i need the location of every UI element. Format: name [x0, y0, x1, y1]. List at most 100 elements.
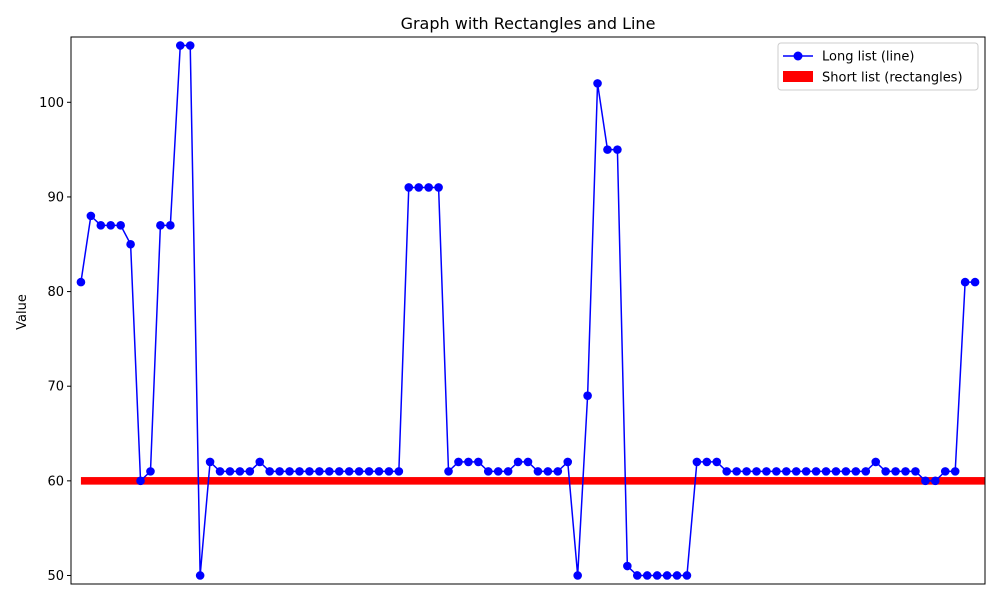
data-point	[414, 183, 424, 192]
data-point	[185, 41, 195, 50]
legend-rect-swatch	[783, 71, 813, 82]
data-point	[106, 221, 116, 230]
data-point	[424, 183, 433, 192]
data-point	[86, 211, 96, 221]
data-point	[503, 467, 513, 476]
data-point	[791, 467, 801, 476]
data-point	[493, 467, 503, 476]
data-point	[474, 457, 483, 467]
data-point	[583, 391, 592, 400]
data-point	[682, 571, 692, 580]
data-point	[851, 467, 861, 476]
data-point	[672, 571, 682, 580]
data-point	[354, 467, 364, 476]
data-point	[444, 467, 453, 476]
data-point	[782, 467, 791, 476]
data-point	[195, 571, 205, 580]
data-point	[275, 467, 284, 476]
legend-label-rectangles: Short list (rectangles)	[822, 71, 963, 86]
data-point	[722, 467, 731, 476]
data-point	[662, 571, 672, 580]
data-point	[692, 457, 702, 467]
data-point	[454, 457, 463, 467]
data-point	[225, 467, 235, 476]
data-point	[821, 467, 831, 476]
data-point	[265, 467, 274, 476]
data-point	[116, 221, 125, 230]
plot-frame	[70, 36, 986, 585]
data-point	[344, 467, 354, 476]
data-point	[861, 467, 871, 476]
data-point	[315, 467, 324, 476]
data-point	[871, 457, 881, 467]
data-point	[652, 571, 662, 580]
data-point	[642, 571, 652, 580]
data-point	[543, 467, 553, 476]
data-point	[523, 457, 533, 467]
data-point	[613, 145, 622, 154]
data-point	[801, 467, 811, 476]
data-point	[931, 476, 940, 486]
data-point	[126, 239, 135, 249]
data-point	[712, 457, 722, 467]
y-tick-label: 90	[47, 190, 64, 205]
data-point	[533, 467, 543, 476]
data-point	[364, 467, 374, 476]
data-point	[245, 467, 255, 476]
data-point	[96, 221, 106, 230]
data-point	[891, 467, 900, 476]
data-point	[394, 467, 404, 476]
data-point	[960, 277, 970, 287]
y-tick-label: 60	[47, 474, 64, 489]
data-point	[772, 467, 781, 476]
legend-box	[777, 42, 979, 91]
data-point	[146, 467, 155, 476]
data-point	[742, 467, 751, 476]
data-point	[166, 221, 175, 230]
data-point	[404, 183, 414, 192]
data-point	[553, 467, 563, 476]
y-axis-label: Value	[15, 294, 30, 330]
data-point	[295, 467, 304, 476]
rectangle-bar	[80, 477, 985, 485]
y-axis-ticks: 50 60 70 80 90 100	[39, 96, 71, 584]
chart-title: Graph with Rectangles and Line	[401, 14, 656, 33]
data-point	[702, 457, 712, 467]
data-point	[255, 457, 265, 467]
data-point	[76, 277, 86, 287]
data-point	[603, 145, 612, 154]
data-point	[752, 467, 761, 476]
data-point	[305, 467, 314, 476]
data-point	[901, 467, 910, 476]
data-point	[483, 467, 493, 476]
legend-label-line: Long list (line)	[822, 50, 914, 65]
data-point	[156, 221, 165, 230]
data-point	[374, 467, 384, 476]
data-point	[573, 571, 582, 580]
data-point	[464, 457, 473, 467]
data-point	[334, 467, 344, 476]
data-point	[285, 467, 294, 476]
data-point	[215, 467, 225, 476]
data-point	[434, 183, 443, 192]
data-point	[623, 561, 632, 571]
data-point	[921, 476, 930, 486]
data-point	[205, 457, 215, 467]
data-point	[384, 467, 394, 476]
legend-marker-swatch	[793, 51, 803, 61]
data-point	[175, 41, 185, 50]
legend: Long list (line) Short list (rectangles)	[777, 42, 979, 91]
series-line	[80, 44, 976, 577]
y-tick-label: 100	[39, 96, 64, 111]
data-point	[632, 571, 642, 580]
y-tick-label: 80	[47, 285, 64, 300]
data-point	[811, 467, 821, 476]
data-point	[325, 467, 334, 476]
y-tick-label: 70	[47, 380, 64, 395]
data-point	[136, 476, 145, 486]
data-point	[831, 467, 841, 476]
data-point	[513, 457, 523, 467]
data-point	[911, 467, 920, 476]
data-point	[732, 467, 741, 476]
